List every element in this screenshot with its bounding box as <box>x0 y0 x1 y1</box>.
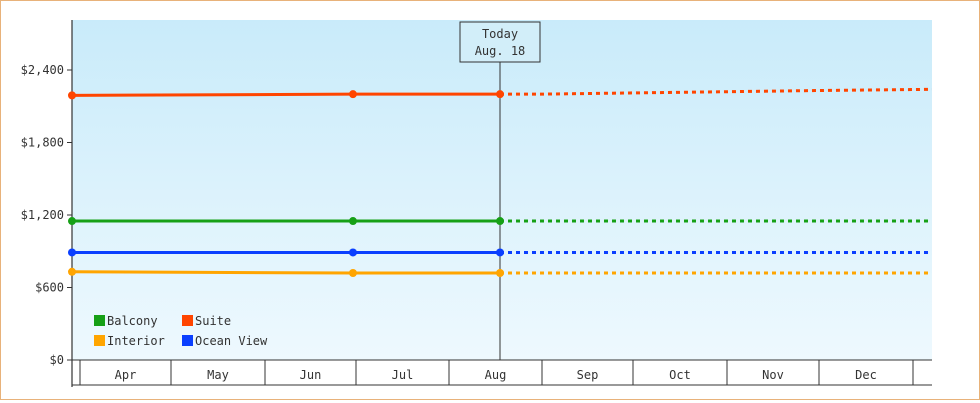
y-tick-label: $1,800 <box>21 136 64 150</box>
y-tick-label: $0 <box>50 353 64 367</box>
legend-swatch-suite <box>182 315 193 326</box>
data-point-balcony <box>348 217 357 226</box>
legend-swatch-interior <box>94 335 105 346</box>
x-tick-label: Nov <box>762 368 784 382</box>
today-box <box>459 21 541 63</box>
data-point-suite <box>348 90 357 99</box>
x-tick-label: Oct <box>669 368 691 382</box>
legend-swatch-ocean-view <box>182 335 193 346</box>
y-tick-label: $600 <box>35 281 64 295</box>
plot-area <box>72 20 932 360</box>
data-point-balcony <box>496 217 504 226</box>
y-axis: $0 $600 $1,200 $1,800 $2,400 <box>21 20 73 387</box>
today-marker: Today Aug. 18 <box>459 21 541 360</box>
data-point-ocean-view <box>68 248 76 257</box>
today-date: Aug. 18 <box>475 44 526 58</box>
legend-label-balcony: Balcony <box>107 314 158 328</box>
legend: Balcony Suite Interior Ocean View <box>94 314 268 348</box>
x-tick-label: Jul <box>392 368 414 382</box>
series-forecast-suite <box>500 87 933 96</box>
data-point-suite <box>68 91 76 100</box>
x-tick-label: Aug <box>485 368 507 382</box>
legend-swatch-balcony <box>94 315 105 326</box>
legend-label-ocean-view: Ocean View <box>195 334 268 348</box>
data-point-ocean-view <box>348 248 357 257</box>
series-layer <box>68 87 933 277</box>
x-tick-label: Sep <box>577 368 599 382</box>
data-point-suite <box>496 90 504 99</box>
today-label: Today <box>482 27 518 41</box>
legend-label-suite: Suite <box>195 314 231 328</box>
x-tick-label: Apr <box>115 368 137 382</box>
data-point-ocean-view <box>496 248 504 257</box>
data-point-interior <box>348 269 357 277</box>
x-axis: Apr May Jun Jul Aug Sep Oct Nov Dec <box>72 359 932 386</box>
series-line-interior <box>71 270 500 275</box>
x-tick-label: May <box>207 368 229 382</box>
x-tick-label: Dec <box>855 368 877 382</box>
data-point-interior <box>496 269 504 277</box>
data-point-interior <box>68 267 76 276</box>
series-line-suite <box>71 92 500 97</box>
x-tick-label: Jun <box>300 368 322 382</box>
data-point-balcony <box>68 217 76 226</box>
legend-label-interior: Interior <box>107 334 165 348</box>
y-tick-label: $2,400 <box>21 63 64 77</box>
y-tick-label: $1,200 <box>21 208 64 222</box>
